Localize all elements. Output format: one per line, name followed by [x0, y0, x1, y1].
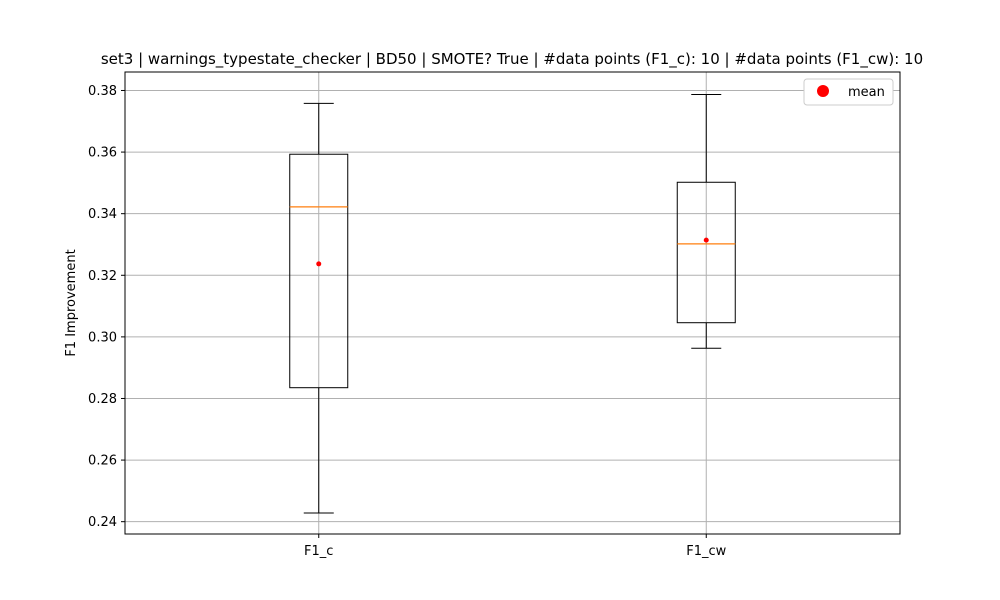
- y-tick-label: 0.34: [88, 207, 117, 222]
- plot-area-frame: [124, 71, 901, 535]
- y-tick-label: 0.24: [88, 515, 117, 530]
- x-tick-label: F1_c: [304, 544, 333, 559]
- iqr-box: [289, 153, 349, 389]
- legend-frame: [803, 78, 894, 106]
- y-tick-label: 0.26: [88, 454, 117, 469]
- chart-title: set3 | warnings_typestate_checker | BD50…: [101, 50, 923, 69]
- y-tick-label: 0.28: [88, 392, 117, 407]
- legend: mean: [803, 78, 894, 106]
- y-axis-label: F1 Improvement: [64, 249, 79, 356]
- x-tick-label: F1_cw: [686, 544, 726, 559]
- box-F1_c: [289, 102, 349, 514]
- y-tick-label: 0.32: [88, 269, 117, 284]
- mean-marker: [316, 261, 322, 267]
- y-axis-ticks: 0.24 0.26 0.28 0.30 0.32 0.34 0.36 0.38: [88, 84, 125, 530]
- boxes: [289, 93, 736, 514]
- y-tick-label: 0.30: [88, 330, 117, 345]
- y-tick-label: 0.36: [88, 146, 117, 161]
- x-axis-ticks: F1_c F1_cw: [304, 534, 727, 559]
- mean-marker: [703, 237, 709, 243]
- legend-mean-label: mean: [848, 85, 885, 100]
- y-tick-label: 0.38: [88, 84, 117, 99]
- grid-lines: [125, 72, 900, 534]
- iqr-box: [676, 181, 736, 324]
- legend-mean-marker: [817, 85, 829, 97]
- box-F1_cw: [676, 93, 736, 349]
